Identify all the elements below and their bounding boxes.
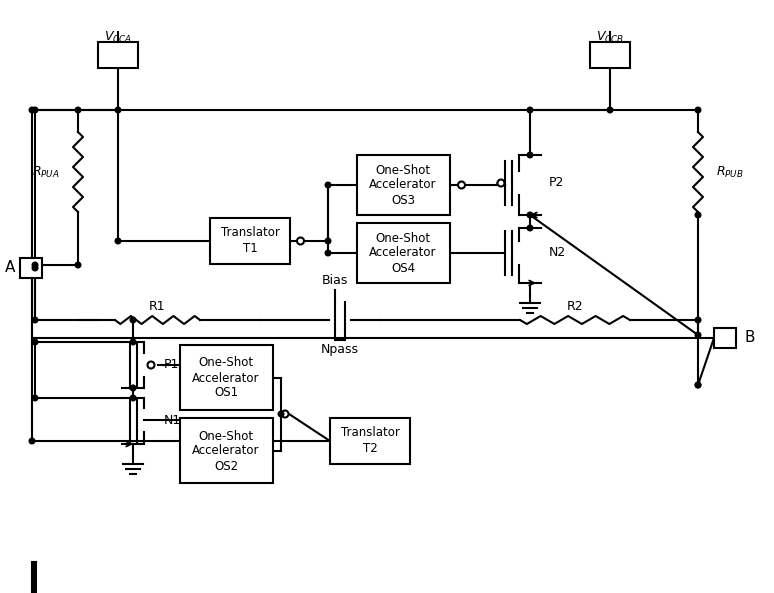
Text: R2: R2 [567,299,584,313]
Circle shape [33,317,38,323]
Bar [330,418,410,464]
Circle shape [527,152,533,158]
Bar [98,42,138,68]
Circle shape [695,382,700,388]
Circle shape [115,238,121,244]
Circle shape [33,262,38,268]
Circle shape [297,238,304,244]
Bar [20,258,42,278]
Circle shape [325,238,330,244]
Circle shape [33,107,38,113]
Circle shape [498,180,505,187]
Text: One-Shot: One-Shot [375,164,430,177]
Text: $R_{PUA}$: $R_{PUA}$ [33,164,60,180]
Text: N2: N2 [549,247,567,260]
Bar [180,418,273,483]
Circle shape [607,107,613,113]
Circle shape [130,339,135,345]
Text: R1: R1 [149,299,166,313]
Circle shape [527,107,533,113]
Bar [210,218,290,264]
Circle shape [130,317,135,323]
Text: Accelerator: Accelerator [369,178,437,192]
Text: One-Shot: One-Shot [198,356,254,369]
Circle shape [695,317,700,323]
Circle shape [695,107,700,113]
Circle shape [325,182,330,188]
Text: OS4: OS4 [391,262,415,275]
Circle shape [148,362,155,368]
Circle shape [325,250,330,256]
Text: P2: P2 [549,177,564,190]
Circle shape [33,339,38,345]
Text: Npass: Npass [321,343,359,356]
Circle shape [33,265,38,271]
Text: Translator: Translator [341,426,399,439]
Text: Accelerator: Accelerator [369,247,437,260]
Circle shape [458,181,465,189]
Circle shape [75,107,80,113]
Text: Accelerator: Accelerator [192,371,260,384]
Text: A: A [5,260,15,276]
Text: One-Shot: One-Shot [198,429,254,442]
Circle shape [278,411,284,417]
Text: N1: N1 [164,413,181,426]
Text: $V_{CCB}$: $V_{CCB}$ [596,30,624,44]
Text: Translator: Translator [221,227,279,240]
Circle shape [33,395,38,401]
Circle shape [527,225,533,231]
Bar [357,155,450,215]
Bar [714,328,736,348]
Text: T1: T1 [242,241,258,254]
Text: P1: P1 [164,359,180,371]
Circle shape [527,212,533,218]
Text: B: B [744,330,755,346]
Text: $R_{PUB}$: $R_{PUB}$ [716,164,744,180]
Text: $V_{CCA}$: $V_{CCA}$ [104,30,132,44]
Circle shape [130,385,135,391]
Bar [357,223,450,283]
Bar [180,345,273,410]
Text: OS1: OS1 [214,387,238,400]
Circle shape [115,107,121,113]
Text: T2: T2 [363,442,378,454]
Text: One-Shot: One-Shot [375,231,430,244]
Text: Accelerator: Accelerator [192,445,260,458]
Circle shape [695,332,700,338]
Circle shape [75,262,80,268]
Bar [590,42,630,68]
Circle shape [282,410,289,417]
Circle shape [29,107,35,113]
Circle shape [130,395,135,401]
Text: OS2: OS2 [214,460,238,473]
Circle shape [695,382,700,388]
Text: Bias: Bias [322,273,348,286]
Circle shape [29,438,35,444]
Circle shape [695,212,700,218]
Text: OS3: OS3 [391,193,415,206]
